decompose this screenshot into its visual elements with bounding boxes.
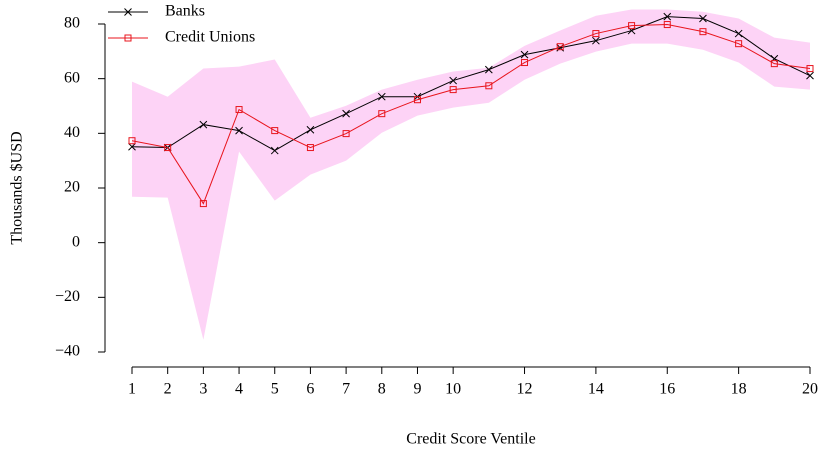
point xyxy=(449,86,457,94)
point xyxy=(342,109,350,118)
point xyxy=(592,30,600,38)
point xyxy=(342,130,350,138)
x-tick-label: 16 xyxy=(659,381,675,398)
y-axis-label: Thousands $USD xyxy=(9,131,26,244)
point xyxy=(699,14,707,23)
x-tick-label: 18 xyxy=(731,381,747,398)
x-tick-label: 2 xyxy=(164,381,172,398)
point xyxy=(484,65,493,74)
y-tick-label: 80 xyxy=(64,15,80,32)
x-tick-label: 6 xyxy=(306,381,314,398)
point xyxy=(235,106,243,114)
x-tick-label: 12 xyxy=(517,381,533,398)
point xyxy=(520,50,529,59)
point xyxy=(271,127,279,135)
point xyxy=(628,22,636,30)
legend-marker xyxy=(124,8,132,16)
x-axis-label: Credit Score Ventile xyxy=(406,431,535,448)
point xyxy=(485,82,493,90)
confidence-band xyxy=(132,9,810,340)
x-tick-label: 9 xyxy=(413,381,421,398)
point xyxy=(199,200,207,208)
point xyxy=(699,28,707,36)
point xyxy=(770,60,778,68)
point xyxy=(377,92,386,101)
x-tick-label: 7 xyxy=(342,381,350,398)
point xyxy=(270,146,279,155)
point xyxy=(663,21,671,29)
point xyxy=(164,144,172,152)
point xyxy=(806,65,814,73)
x-tick-label: 14 xyxy=(588,381,604,398)
x-tick-label: 10 xyxy=(445,381,461,398)
point xyxy=(556,43,564,51)
y-tick-label: −40 xyxy=(55,343,80,360)
point xyxy=(521,59,529,67)
x-tick-label: 4 xyxy=(235,381,243,398)
point xyxy=(449,76,458,85)
point xyxy=(734,29,743,38)
point xyxy=(806,71,814,80)
point xyxy=(306,125,315,134)
legend-marker xyxy=(124,34,132,42)
series-line xyxy=(131,16,811,152)
x-tick-label: 20 xyxy=(802,381,818,398)
point xyxy=(592,36,600,45)
legend-label: Credit Unions xyxy=(165,29,255,46)
point xyxy=(735,40,743,48)
legend-label: Banks xyxy=(165,3,205,20)
point xyxy=(199,120,208,129)
point xyxy=(663,12,672,21)
x-tick-label: 8 xyxy=(378,381,386,398)
y-tick-label: 60 xyxy=(64,69,80,86)
y-tick-label: 40 xyxy=(64,124,80,141)
point xyxy=(128,137,136,145)
point xyxy=(413,96,421,104)
point xyxy=(128,142,136,151)
series-line xyxy=(131,24,811,205)
point xyxy=(235,126,243,135)
x-tick-label: 1 xyxy=(128,381,136,398)
y-tick-label: 0 xyxy=(72,233,80,250)
point xyxy=(306,144,314,152)
x-tick-label: 5 xyxy=(271,381,279,398)
x-tick-label: 3 xyxy=(199,381,207,398)
y-tick-label: 20 xyxy=(64,179,80,196)
y-tick-label: −20 xyxy=(55,288,80,305)
point xyxy=(378,110,386,118)
